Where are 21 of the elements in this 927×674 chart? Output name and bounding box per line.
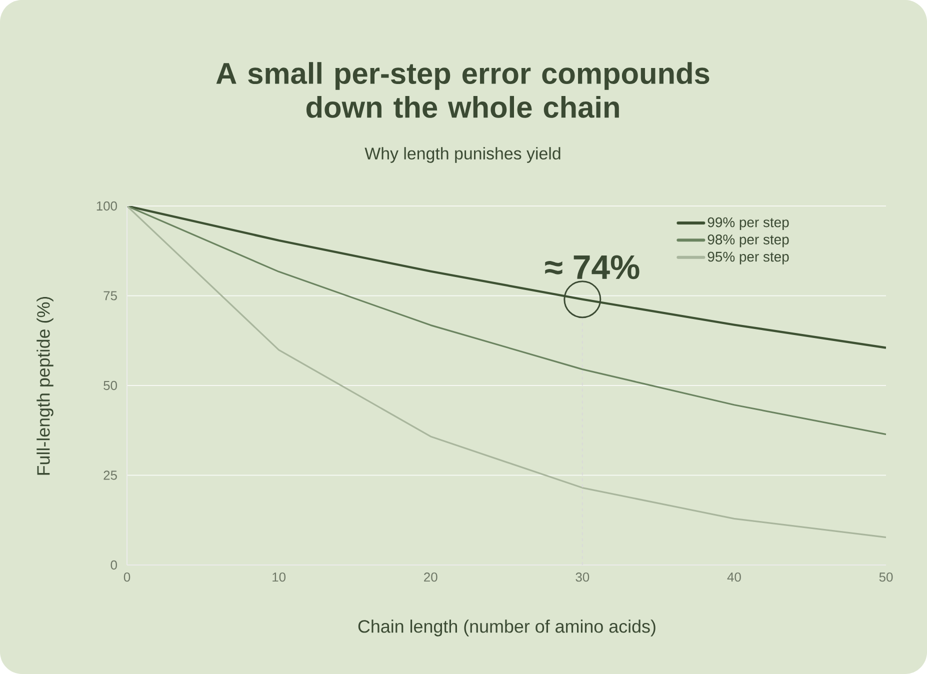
y-tick-label: 50 [104,380,117,390]
y-tick-label: 0 [110,560,117,570]
x-tick-label: 0 [124,572,130,582]
y-tick-label: 100 [96,201,117,211]
x-tick-label: 40 [727,572,741,582]
legend-label: 95% per step [708,252,789,264]
y-axis-title: Full-length peptide (%) [36,296,54,475]
x-tick-label: 20 [424,572,438,582]
annotation: ≈ 74% [545,255,640,280]
y-tick-label: 75 [104,291,117,300]
y-tick-label: 25 [104,470,117,480]
x-tick-label: 30 [576,572,590,582]
legend-label: 99% per step [708,217,789,230]
x-axis-title: Chain length (number of amino acids) [358,620,656,636]
chart-subtitle: Why length punishes yield [364,147,560,163]
legend-label: 98% per step [708,234,789,248]
x-tick-label: 50 [879,572,893,582]
chart-title: A small per-step error compounds down the whole chain [216,62,710,118]
line-series [127,206,886,538]
line-series [127,206,886,436]
x-tick-label: 10 [272,572,286,582]
